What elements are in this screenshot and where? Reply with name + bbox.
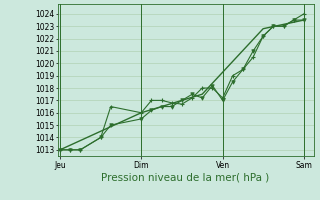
X-axis label: Pression niveau de la mer( hPa ): Pression niveau de la mer( hPa ) <box>101 173 270 183</box>
